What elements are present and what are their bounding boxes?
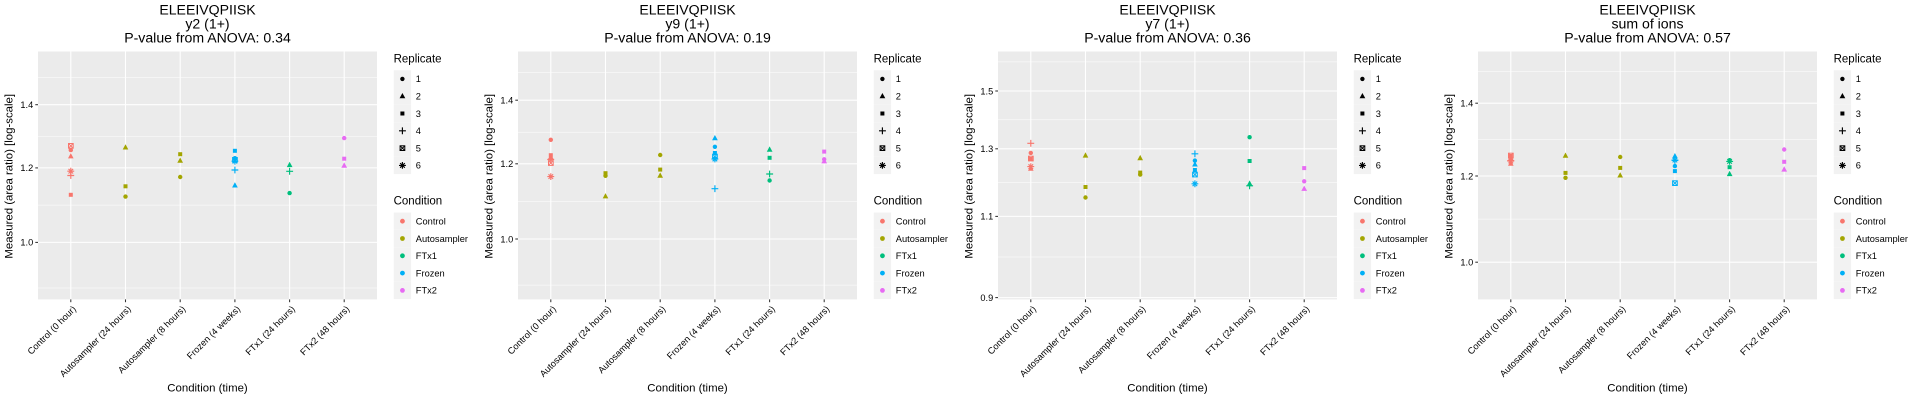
svg-text:FTx2: FTx2 [416,286,437,296]
svg-text:Replicate: Replicate [1834,54,1882,66]
svg-text:1.2: 1.2 [500,159,513,169]
svg-text:2: 2 [1376,92,1381,102]
svg-text:1.0: 1.0 [500,234,513,244]
svg-text:1.5: 1.5 [980,86,993,96]
svg-text:y2 (1+): y2 (1+) [185,16,229,32]
svg-text:P-value from ANOVA: 0.19: P-value from ANOVA: 0.19 [604,30,771,46]
svg-text:3: 3 [896,109,901,119]
svg-text:ELEEIVQPIISK: ELEEIVQPIISK [159,1,256,17]
svg-text:ELEEIVQPIISK: ELEEIVQPIISK [639,1,736,17]
svg-text:P-value from ANOVA: 0.36: P-value from ANOVA: 0.36 [1084,30,1251,46]
svg-text:ELEEIVQPIISK: ELEEIVQPIISK [1599,1,1696,17]
svg-text:Condition (time): Condition (time) [647,383,728,395]
svg-text:Measured (area ratio) [log-sca: Measured (area ratio) [log-scale] [1444,94,1456,259]
svg-text:Condition: Condition [1834,195,1883,207]
svg-text:6: 6 [1376,161,1381,171]
svg-text:Frozen: Frozen [416,268,445,278]
svg-text:3: 3 [1376,109,1381,119]
svg-text:Control: Control [1856,217,1886,227]
svg-text:3: 3 [416,109,421,119]
svg-text:1.1: 1.1 [980,212,993,222]
svg-text:5: 5 [896,143,901,153]
svg-text:Frozen: Frozen [896,268,925,278]
svg-text:Autosampler: Autosampler [1856,234,1908,244]
svg-text:Frozen: Frozen [1856,268,1885,278]
svg-text:Measured (area ratio) [log-sca: Measured (area ratio) [log-scale] [4,94,16,259]
svg-text:P-value from ANOVA: 0.57: P-value from ANOVA: 0.57 [1564,30,1731,46]
svg-text:5: 5 [1376,143,1381,153]
svg-text:3: 3 [1856,109,1861,119]
svg-text:Replicate: Replicate [874,54,922,66]
svg-text:y7 (1+): y7 (1+) [1145,16,1189,32]
svg-text:Frozen: Frozen [1376,268,1405,278]
svg-text:P-value from ANOVA: 0.34: P-value from ANOVA: 0.34 [124,30,291,46]
svg-text:Condition: Condition [874,195,923,207]
svg-text:FTx2: FTx2 [1376,286,1397,296]
svg-text:Condition (time): Condition (time) [1607,383,1688,395]
svg-text:5: 5 [416,143,421,153]
svg-text:1: 1 [1376,74,1381,84]
svg-text:1.0: 1.0 [20,238,33,248]
svg-text:2: 2 [896,92,901,102]
svg-text:Control: Control [1376,217,1406,227]
svg-text:Condition (time): Condition (time) [167,383,248,395]
svg-text:Replicate: Replicate [394,54,442,66]
svg-text:2: 2 [1856,92,1861,102]
svg-text:1.2: 1.2 [1460,171,1473,181]
svg-text:6: 6 [416,161,421,171]
svg-text:0.9: 0.9 [980,293,993,303]
svg-text:Condition: Condition [394,195,443,207]
svg-text:Condition (time): Condition (time) [1127,383,1208,395]
svg-text:1.0: 1.0 [1460,258,1473,268]
svg-text:1.4: 1.4 [20,100,33,110]
svg-text:y9 (1+): y9 (1+) [665,16,709,32]
svg-text:4: 4 [1856,126,1861,136]
svg-text:4: 4 [416,126,421,136]
svg-text:6: 6 [1856,161,1861,171]
svg-text:Replicate: Replicate [1354,54,1402,66]
svg-text:FTx1: FTx1 [416,251,437,261]
svg-text:1.3: 1.3 [980,144,993,154]
svg-text:Condition: Condition [1354,195,1403,207]
svg-text:1.4: 1.4 [1460,99,1473,109]
svg-text:4: 4 [1376,126,1381,136]
svg-text:2: 2 [416,92,421,102]
svg-text:5: 5 [1856,143,1861,153]
svg-text:4: 4 [896,126,901,136]
svg-text:1: 1 [896,74,901,84]
svg-text:1.2: 1.2 [20,163,33,173]
svg-text:Autosampler: Autosampler [1376,234,1428,244]
svg-text:1: 1 [416,74,421,84]
svg-text:Measured (area ratio) [log-sca: Measured (area ratio) [log-scale] [964,94,976,259]
svg-text:Control: Control [416,217,446,227]
svg-text:sum of ions: sum of ions [1611,16,1683,32]
svg-text:FTx1: FTx1 [1856,251,1877,261]
svg-text:1.4: 1.4 [500,96,513,106]
svg-text:FTx2: FTx2 [896,286,917,296]
svg-text:Control: Control [896,217,926,227]
svg-text:FTx1: FTx1 [896,251,917,261]
svg-text:6: 6 [896,161,901,171]
svg-text:FTx2: FTx2 [1856,286,1877,296]
svg-text:FTx1: FTx1 [1376,251,1397,261]
svg-text:ELEEIVQPIISK: ELEEIVQPIISK [1119,1,1216,17]
svg-text:1: 1 [1856,74,1861,84]
svg-text:Autosampler: Autosampler [896,234,948,244]
svg-text:Autosampler: Autosampler [416,234,468,244]
svg-text:Measured (area ratio) [log-sca: Measured (area ratio) [log-scale] [484,94,496,259]
